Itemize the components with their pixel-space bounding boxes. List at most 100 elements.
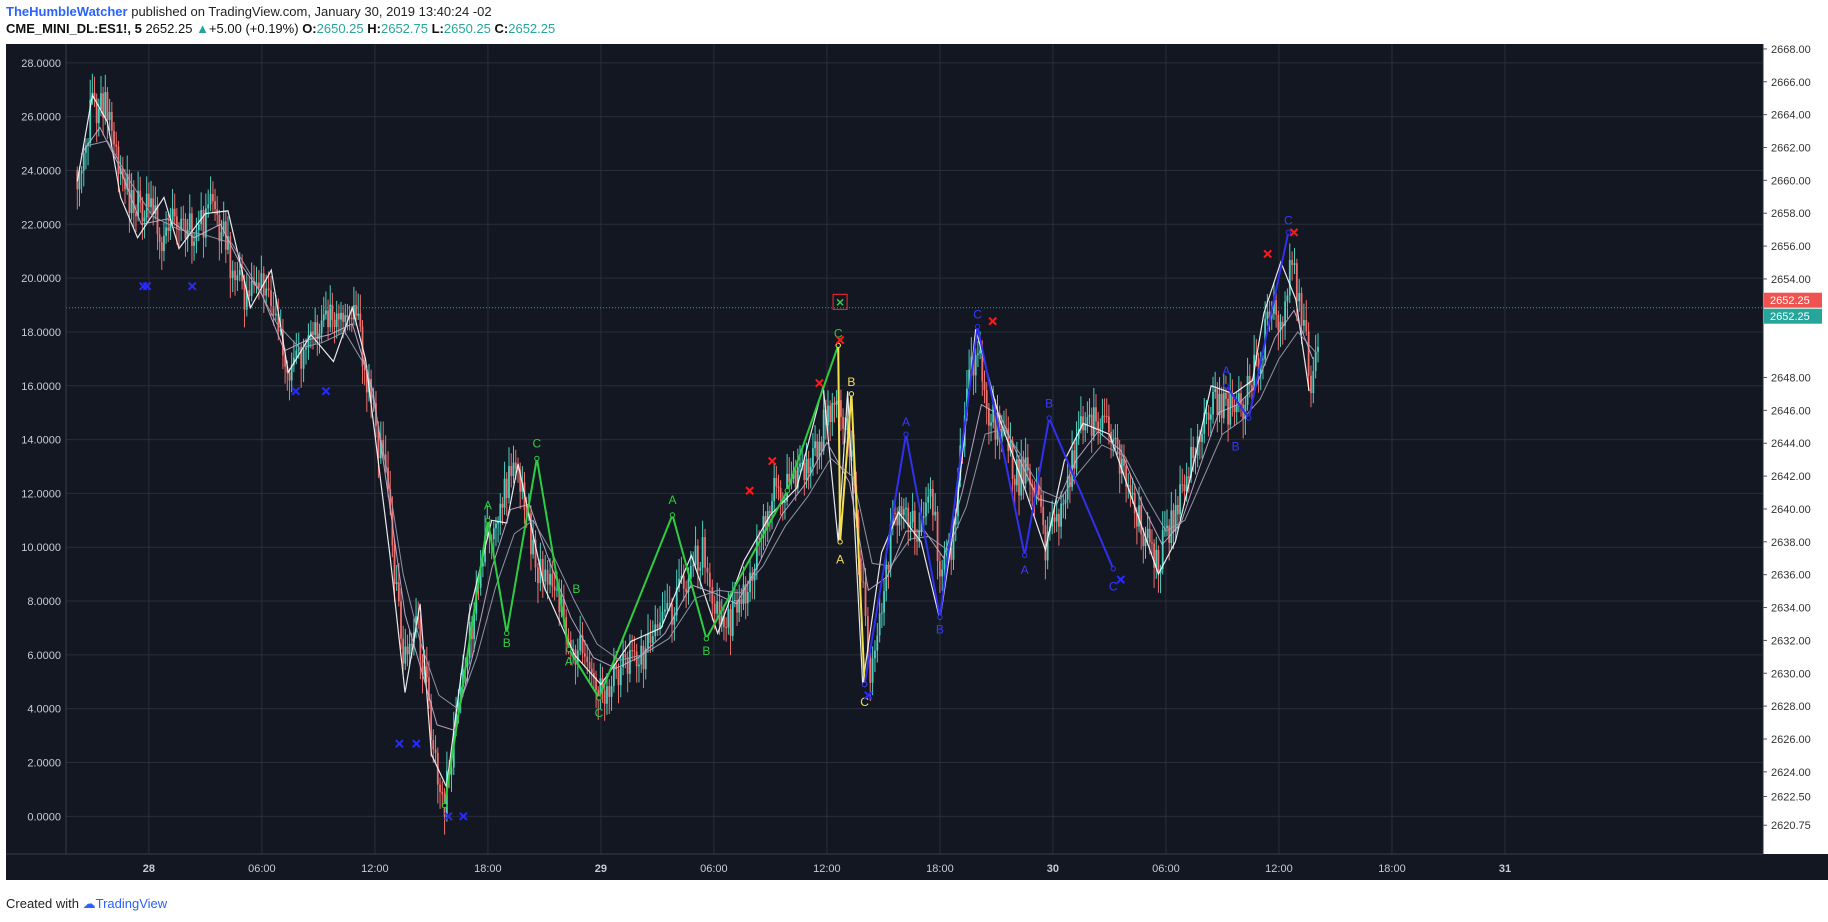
- candle-body: [673, 615, 676, 625]
- candle-body: [608, 686, 611, 697]
- candle-body: [428, 677, 430, 702]
- candle-body: [171, 208, 174, 223]
- cross-marker-icon: [1289, 228, 1299, 237]
- pattern-pivot: [504, 630, 510, 637]
- left-price-axis[interactable]: 28.0000 26.0000 24.0000 22.0000 20.0000 18.00…: [6, 44, 67, 854]
- right-tick-label: 2654.00: [1771, 274, 1811, 286]
- candle-body: [1303, 319, 1305, 326]
- candle-body: [1135, 513, 1138, 527]
- cross-marker-icon: [459, 812, 468, 821]
- candle-body: [1060, 503, 1062, 527]
- candle-body: [175, 216, 178, 229]
- author-name[interactable]: TheHumbleWatcher: [6, 4, 128, 19]
- candle-body: [970, 356, 973, 370]
- candle-body: [1227, 398, 1229, 425]
- candle-body: [169, 222, 172, 231]
- candle-body: [274, 313, 277, 316]
- candle-body: [316, 322, 319, 340]
- left-tick-label: 12.0000: [21, 488, 61, 500]
- candle-body: [544, 569, 547, 582]
- candle-body: [1157, 549, 1160, 574]
- pattern-pivot: [1246, 415, 1252, 421]
- candle-body: [905, 507, 907, 510]
- candle-body: [495, 523, 497, 529]
- candle-body: [1237, 393, 1240, 406]
- candle-body: [204, 208, 207, 238]
- candle-body: [135, 212, 137, 217]
- candle-body: [675, 587, 678, 616]
- candle-body: [546, 569, 549, 585]
- candle-body: [93, 92, 96, 99]
- left-tick-label: 4.0000: [27, 704, 61, 716]
- candle-body: [1248, 376, 1251, 386]
- candle-body: [840, 400, 842, 417]
- pattern-label: C: [1109, 579, 1118, 593]
- candle-body: [862, 581, 865, 583]
- candle-body: [833, 403, 836, 405]
- pattern-pivot: [669, 512, 676, 518]
- right-price-axis[interactable]: 2668.00 2666.00 2664.00 2662.00 2660.00 2658.…: [1762, 44, 1828, 854]
- candle-body: [788, 473, 791, 483]
- candle-body: [773, 477, 776, 502]
- time-axis[interactable]: 28 06:00 12:00 18:00 29 06:00 12:00 18:00 30 06:0…: [6, 853, 1828, 880]
- candle-body: [1201, 433, 1203, 442]
- candle-body: [723, 615, 725, 628]
- candle-body: [80, 170, 83, 174]
- pattern-pivot: [441, 802, 448, 809]
- candle-body: [1203, 412, 1206, 434]
- candle-body: [1179, 484, 1181, 515]
- right-axis-bg: [1763, 44, 1828, 854]
- candle-body: [1153, 543, 1156, 568]
- candle-body: [954, 516, 957, 525]
- tradingview-logo-icon[interactable]: ☁: [82, 896, 96, 911]
- tradingview-brand[interactable]: TradingView: [95, 896, 168, 911]
- candle-body: [622, 653, 624, 668]
- candle-body: [551, 573, 554, 587]
- candle-body: [1166, 525, 1168, 529]
- candle-body: [473, 613, 475, 640]
- last-price-badge-label: 2652.25: [1770, 311, 1810, 323]
- candle-body: [936, 511, 939, 562]
- candle-body: [731, 600, 734, 636]
- low-label: L:: [431, 21, 444, 36]
- candle-body: [1062, 503, 1065, 505]
- candle-body: [307, 335, 310, 348]
- candle-body: [1205, 412, 1208, 414]
- candle-body: [186, 229, 189, 239]
- candle-body: [182, 218, 185, 220]
- x-tick-label: 12:00: [361, 863, 389, 875]
- candle-body: [768, 511, 771, 513]
- candle-body: [617, 669, 620, 686]
- candle-body: [1009, 440, 1012, 451]
- left-axis-bg: [6, 44, 66, 854]
- candle-body: [814, 441, 816, 449]
- right-tick-label: 2656.00: [1771, 241, 1811, 253]
- pattern-pivot: [1021, 552, 1028, 558]
- candle-body: [272, 306, 275, 316]
- candle-body: [1037, 484, 1040, 495]
- candle-body: [880, 612, 883, 614]
- candle-body: [939, 561, 941, 577]
- x-tick-label: 30: [1047, 863, 1059, 875]
- symbol-name[interactable]: CME_MINI_DL:ES1!, 5: [6, 21, 142, 36]
- candle-body: [1317, 346, 1319, 352]
- candle-body: [519, 469, 522, 492]
- candle-body: [694, 545, 697, 565]
- candle-body: [530, 513, 532, 555]
- candle-body: [108, 111, 111, 120]
- right-tick-label: 2664.00: [1771, 110, 1811, 122]
- candle-body: [126, 174, 129, 190]
- candle-body: [1116, 437, 1119, 445]
- candle-body: [952, 524, 955, 560]
- cross-marker-icon: [767, 456, 777, 466]
- right-tick-label: 2662.00: [1771, 143, 1811, 155]
- pattern-label: B: [503, 636, 511, 650]
- pattern-label: C: [1284, 213, 1293, 227]
- candle-body: [1222, 392, 1225, 419]
- candle-body: [143, 217, 146, 222]
- candle-body: [704, 537, 706, 568]
- candle-body: [796, 466, 799, 488]
- candle-body: [377, 425, 380, 459]
- candle-body: [270, 290, 272, 307]
